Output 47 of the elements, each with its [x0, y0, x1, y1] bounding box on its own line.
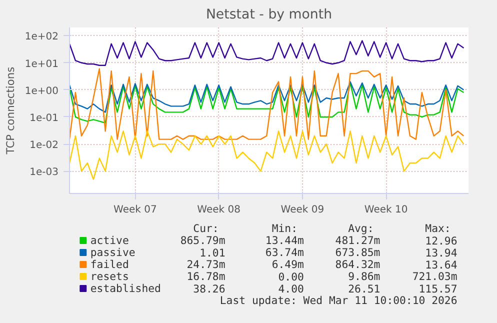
y-axis-title: TCP connections	[4, 66, 17, 156]
text: 13.44m	[265, 234, 304, 247]
text: 0.00	[278, 270, 304, 284]
line-series	[70, 82, 464, 124]
legend-label: active	[90, 234, 129, 247]
legend-label: resets	[90, 270, 129, 283]
x-tick-label: Week 08	[197, 204, 240, 216]
text: 63.74m	[265, 246, 304, 259]
text: 24.73m	[186, 258, 226, 271]
text: Avg:	[348, 222, 374, 235]
legend-label: established	[90, 282, 161, 295]
text: 12.96	[425, 234, 458, 248]
y-tick-label: 1e+02	[24, 32, 59, 43]
x-tick-label: Week 07	[114, 204, 157, 216]
chart-title: Netstat - by month	[206, 8, 332, 22]
legend-label: failed	[90, 258, 129, 271]
line-series	[70, 68, 464, 140]
y-tick-label: 1e+01	[24, 58, 59, 70]
y-tick-label: 1e-03	[30, 167, 59, 178]
text: 864.32m	[335, 258, 380, 271]
y-tick-label: 1e-01	[30, 112, 59, 124]
legend-label: passive	[90, 246, 136, 259]
text: 673.85m	[335, 246, 380, 259]
text: 16.78m	[186, 270, 226, 283]
line-series	[70, 81, 464, 113]
text: 721.03m	[412, 270, 458, 283]
text: 13.94	[425, 246, 458, 260]
y-tick-label: 1e-02	[30, 140, 59, 152]
text: 9.86m	[348, 270, 380, 283]
text: 6.49m	[272, 258, 304, 271]
text: 4.00	[278, 282, 304, 296]
line-series	[70, 40, 464, 66]
text: 13.64	[425, 258, 458, 272]
text: 26.51	[348, 282, 380, 296]
text: Cur:	[193, 222, 219, 235]
text: Max:	[425, 222, 451, 235]
text: Min:	[272, 222, 298, 235]
x-tick-label: Week 10	[364, 204, 408, 216]
y-tick-label: 1e+00	[24, 86, 59, 97]
text: 38.26	[193, 282, 226, 296]
x-tick-label: Week 09	[280, 204, 324, 216]
text: 115.57	[418, 282, 458, 296]
text: 1.01	[200, 246, 226, 260]
line-series	[70, 130, 464, 180]
text: 865.79m	[180, 234, 226, 247]
text: 481.27m	[335, 234, 380, 247]
text: Last update: Wed Mar 11 10:00:10 2026	[220, 294, 458, 307]
